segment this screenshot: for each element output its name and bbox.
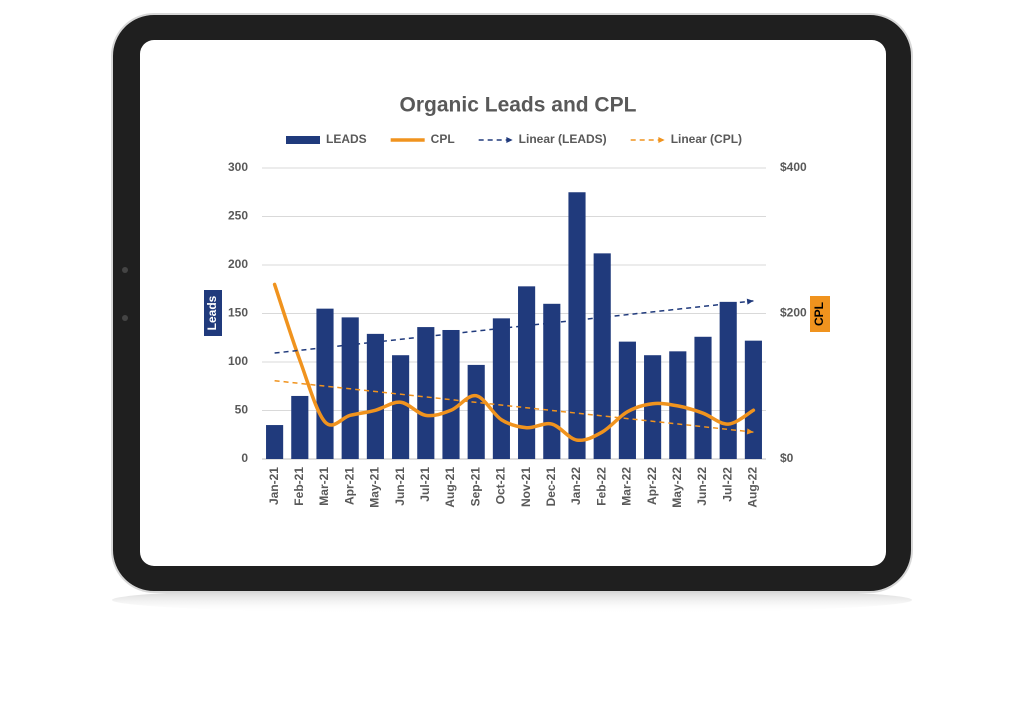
bar [291, 395, 309, 459]
legend-swatch [286, 136, 320, 144]
y-axis-label: Leads [205, 295, 219, 330]
bar [719, 301, 737, 459]
legend-label: CPL [431, 132, 455, 146]
bar [694, 336, 712, 459]
bar [593, 253, 611, 459]
x-tick-label: Sep-21 [468, 467, 482, 507]
legend-swatch-head [506, 136, 513, 144]
y2-tick-label: $200 [780, 306, 807, 320]
legend-label: Linear (LEADS) [519, 132, 607, 146]
tablet-button [122, 267, 128, 273]
y2-tick-label: $0 [780, 451, 794, 465]
x-tick-label: Apr-21 [342, 467, 356, 505]
x-tick-label: Aug-21 [443, 467, 457, 508]
bar [492, 318, 510, 459]
x-tick-label: May-22 [670, 467, 684, 508]
legend-swatch-head [658, 136, 665, 144]
x-tick-label: Mar-21 [317, 467, 331, 506]
bar [644, 355, 662, 459]
y-label-box [204, 290, 222, 336]
y-tick-label: 200 [228, 257, 248, 271]
bar [366, 333, 384, 459]
y-tick-label: 100 [228, 354, 248, 368]
legend-label: LEADS [326, 132, 367, 146]
bar [744, 340, 762, 459]
screen [140, 40, 886, 566]
y-tick-label: 300 [228, 160, 248, 174]
y-tick-label: 250 [228, 209, 248, 223]
x-tick-label: Jun-21 [393, 467, 407, 506]
x-tick-label: Jul-22 [720, 467, 734, 502]
x-tick-label: Dec-21 [544, 467, 558, 507]
bar [518, 286, 536, 459]
bar [618, 341, 636, 459]
y-tick-label: 50 [235, 403, 249, 417]
trendline-head [746, 298, 754, 305]
trendline-head [746, 428, 754, 435]
x-tick-label: Feb-22 [594, 467, 608, 506]
bar [467, 364, 485, 459]
legend-label: Linear (CPL) [671, 132, 742, 146]
bar [417, 327, 435, 459]
chart-title: Organic Leads and CPL [400, 94, 637, 117]
y2-label-box [810, 296, 830, 332]
y-tick-label: 0 [241, 451, 248, 465]
x-tick-label: Mar-22 [620, 467, 634, 506]
bar [316, 308, 334, 459]
x-tick-label: Oct-21 [494, 467, 508, 505]
bar [442, 329, 460, 459]
line [272, 282, 756, 443]
x-tick-label: Feb-21 [292, 467, 306, 506]
x-tick-label: Aug-22 [746, 467, 760, 508]
x-tick-label: Jul-21 [418, 467, 432, 502]
x-tick-label: Nov-21 [519, 467, 533, 507]
bar [568, 192, 586, 459]
bar [543, 303, 561, 459]
tablet-camera [122, 315, 128, 321]
bar [392, 355, 410, 459]
x-tick-label: Jun-22 [695, 467, 709, 506]
x-tick-label: Jan-21 [267, 467, 281, 505]
x-tick-label: May-21 [368, 467, 382, 508]
y-tick-label: 150 [228, 306, 248, 320]
y2-axis-label: CPL [812, 302, 826, 326]
bar [266, 425, 284, 459]
y2-tick-label: $400 [780, 160, 807, 174]
x-tick-label: Apr-22 [645, 467, 659, 505]
legend: LEADS CPL Linear (LEADS) Linear (CPL) [286, 132, 742, 146]
x-tick-label: Jan-22 [569, 467, 583, 505]
